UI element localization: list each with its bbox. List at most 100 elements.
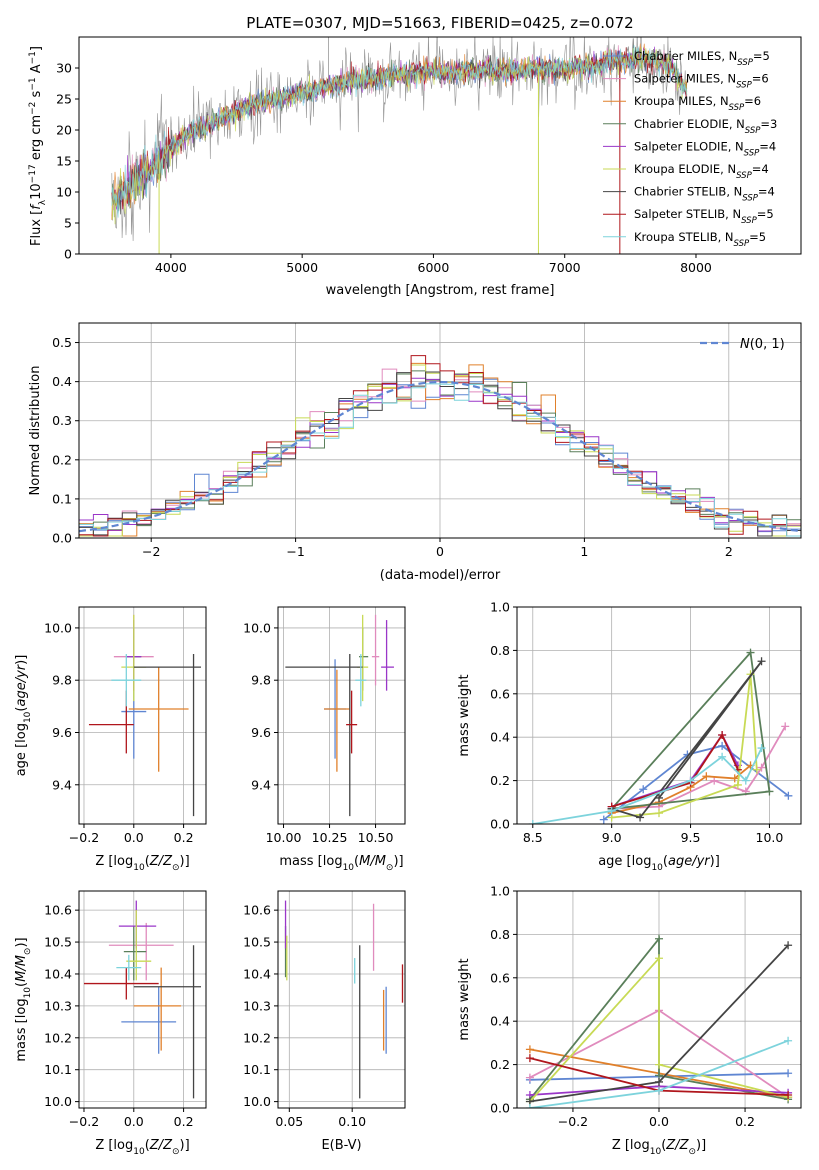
weight-marker-kroupa_stelib: [741, 776, 750, 785]
chart-spectrum: 4000 5000 6000 7000 8000 0 5 10 15 20 25 30 PLATE=03…: [28, 14, 802, 298]
x-tick-label: 0.2: [174, 1114, 194, 1129]
chart-mass_vs_ebv: 0.05 0.10 10.0 10.1 10.2 10.3 10.4 10.5 10.6 E(B-…: [243, 890, 406, 1153]
x-axis-label: (data-model)/error: [380, 568, 501, 583]
y-axis-label: mass [log10(M/M⊙)]: [14, 937, 33, 1061]
chart-residuals: −2 −1 0 1 2 0.0 0.1 0.2 0.3 0.4 0.5 N(0, 1) (data-mo…: [28, 322, 802, 583]
weight-marker-chabrier_miles: [784, 791, 793, 800]
y-tick-label: 10.4: [243, 966, 271, 981]
x-axis-label: wavelength [Angstrom, rest frame]: [326, 283, 555, 298]
y-tick-label: 9.8: [251, 673, 271, 688]
y-tick-label: 10.4: [44, 966, 72, 981]
y-tick-label: 5: [64, 216, 72, 231]
y-tick-label: 10.6: [44, 903, 72, 918]
y-tick-label: 0.4: [52, 374, 72, 389]
x-tick-label: 4000: [155, 260, 187, 275]
y-axis-label: mass weight: [457, 958, 472, 1040]
axes-frame: [277, 890, 406, 1109]
data-layer: [525, 934, 793, 1108]
y-tick-label: 0.0: [490, 1101, 510, 1116]
x-axis-label: mass [log10(M/M⊙)]: [279, 854, 403, 873]
x-tick-label: 10.25: [312, 830, 348, 845]
weight-marker-salpeter_miles: [710, 776, 719, 785]
x-axis-label: age [log10(age/yr)]: [598, 854, 720, 873]
legend-entry-kroupa_miles: Kroupa MILES, NSSP=6: [634, 94, 761, 113]
x-tick-label: 10.50: [358, 830, 394, 845]
y-tick-label: 0.3: [52, 413, 72, 428]
y-tick-label: 0.6: [490, 970, 510, 985]
weight-marker-chabrier_miles: [718, 741, 727, 750]
spectrum-line-kroupa_stelib: [111, 45, 688, 218]
data-layer: [88, 614, 202, 817]
weight-marker-chabrier_miles: [599, 815, 608, 824]
weight-line-salpeter_stelib: [611, 733, 739, 808]
data-layer: [284, 900, 404, 1099]
y-tick-label: 20: [56, 123, 72, 138]
histogram-kroupa_stelib: [79, 383, 801, 537]
y-tick-label: 15: [56, 154, 72, 169]
grid: [278, 607, 405, 824]
weight-marker-kroupa_stelib: [525, 1104, 534, 1108]
weight-line-kroupa_stelib: [532, 747, 763, 824]
data-layer: [83, 900, 202, 1099]
x-tick-label: −0.2: [558, 1114, 588, 1129]
spectrum-line-kroupa_elodie: [111, 46, 688, 225]
axes-frame: [78, 36, 802, 255]
weight-marker-chabrier_elodie: [655, 934, 663, 943]
y-tick-label: 0.2: [490, 1057, 510, 1072]
x-tick-label: −0.2: [69, 1114, 99, 1129]
weight-marker-chabrier_miles: [639, 785, 648, 794]
weight-marker-kroupa_elodie: [733, 780, 742, 789]
y-tick-label: 30: [56, 61, 72, 76]
x-tick-label: 8.5: [523, 830, 543, 845]
y-axis-label: Normed distribution: [28, 366, 43, 496]
x-tick-label: 8000: [680, 260, 712, 275]
x-tick-label: 0.0: [649, 1114, 669, 1129]
legend-entry-salpeter_miles: Salpeter MILES, NSSP=6: [634, 72, 769, 91]
weight-marker-salpeter_stelib: [718, 731, 727, 740]
weight-marker-chabrier_stelib: [784, 941, 793, 950]
y-tick-label: 9.4: [52, 777, 72, 792]
x-tick-label: 0.0: [124, 830, 144, 845]
plot-area: [79, 891, 206, 1108]
weight-marker-kroupa_stelib: [607, 806, 616, 815]
weight-marker-chabrier_miles: [784, 1069, 793, 1078]
legend-entry-chabrier_miles: Chabrier MILES, NSSP=5: [634, 49, 770, 68]
weight-line-kroupa_elodie: [529, 955, 789, 1103]
y-tick-label: 10.0: [44, 620, 72, 635]
y-tick-label: 10.5: [243, 935, 271, 950]
legend-entry-chabrier_elodie: Chabrier ELODIE, NSSP=3: [634, 117, 777, 136]
weight-marker-chabrier_stelib: [757, 657, 766, 666]
x-axis-label: Z [log10(Z/Z⊙)]: [612, 1138, 706, 1157]
y-tick-label: 10.2: [243, 1030, 271, 1045]
x-tick-label: −0.2: [69, 830, 99, 845]
weight-marker-chabrier_elodie: [746, 648, 755, 657]
y-tick-label: 0.5: [52, 335, 72, 350]
y-tick-label: 10.3: [243, 998, 271, 1013]
x-tick-label: 0.2: [174, 830, 194, 845]
y-axis-label: age [log10(age/yr)]: [14, 655, 33, 777]
y-tick-label: 0.0: [52, 531, 72, 546]
x-tick-label: 6000: [418, 260, 450, 275]
axes-frame: [277, 606, 406, 825]
y-tick-label: 0.1: [52, 491, 72, 506]
y-tick-label: 0.6: [490, 686, 510, 701]
x-tick-label: 9.0: [602, 830, 622, 845]
data-layer: [111, 37, 688, 254]
weight-marker-chabrier_stelib: [655, 1077, 663, 1086]
y-tick-label: 10.0: [243, 1094, 271, 1109]
data-layer: [285, 614, 394, 817]
y-tick-label: 0.0: [490, 817, 510, 832]
weight-marker-chabrier_elodie: [765, 787, 774, 796]
y-tick-label: 0.4: [490, 730, 510, 745]
x-tick-label: 1: [580, 544, 588, 559]
histogram-chabrier_stelib: [79, 371, 801, 537]
histogram-salpeter_stelib: [79, 355, 801, 537]
x-tick-label: 9.5: [681, 830, 701, 845]
x-tick-label: 0: [436, 544, 444, 559]
y-tick-label: 0.2: [52, 452, 72, 467]
x-tick-label: 0.05: [275, 1114, 303, 1129]
axes-frame: [78, 606, 207, 825]
y-tick-label: 9.6: [52, 725, 72, 740]
normal-curve: [79, 380, 799, 533]
x-tick-label: 7000: [549, 260, 581, 275]
